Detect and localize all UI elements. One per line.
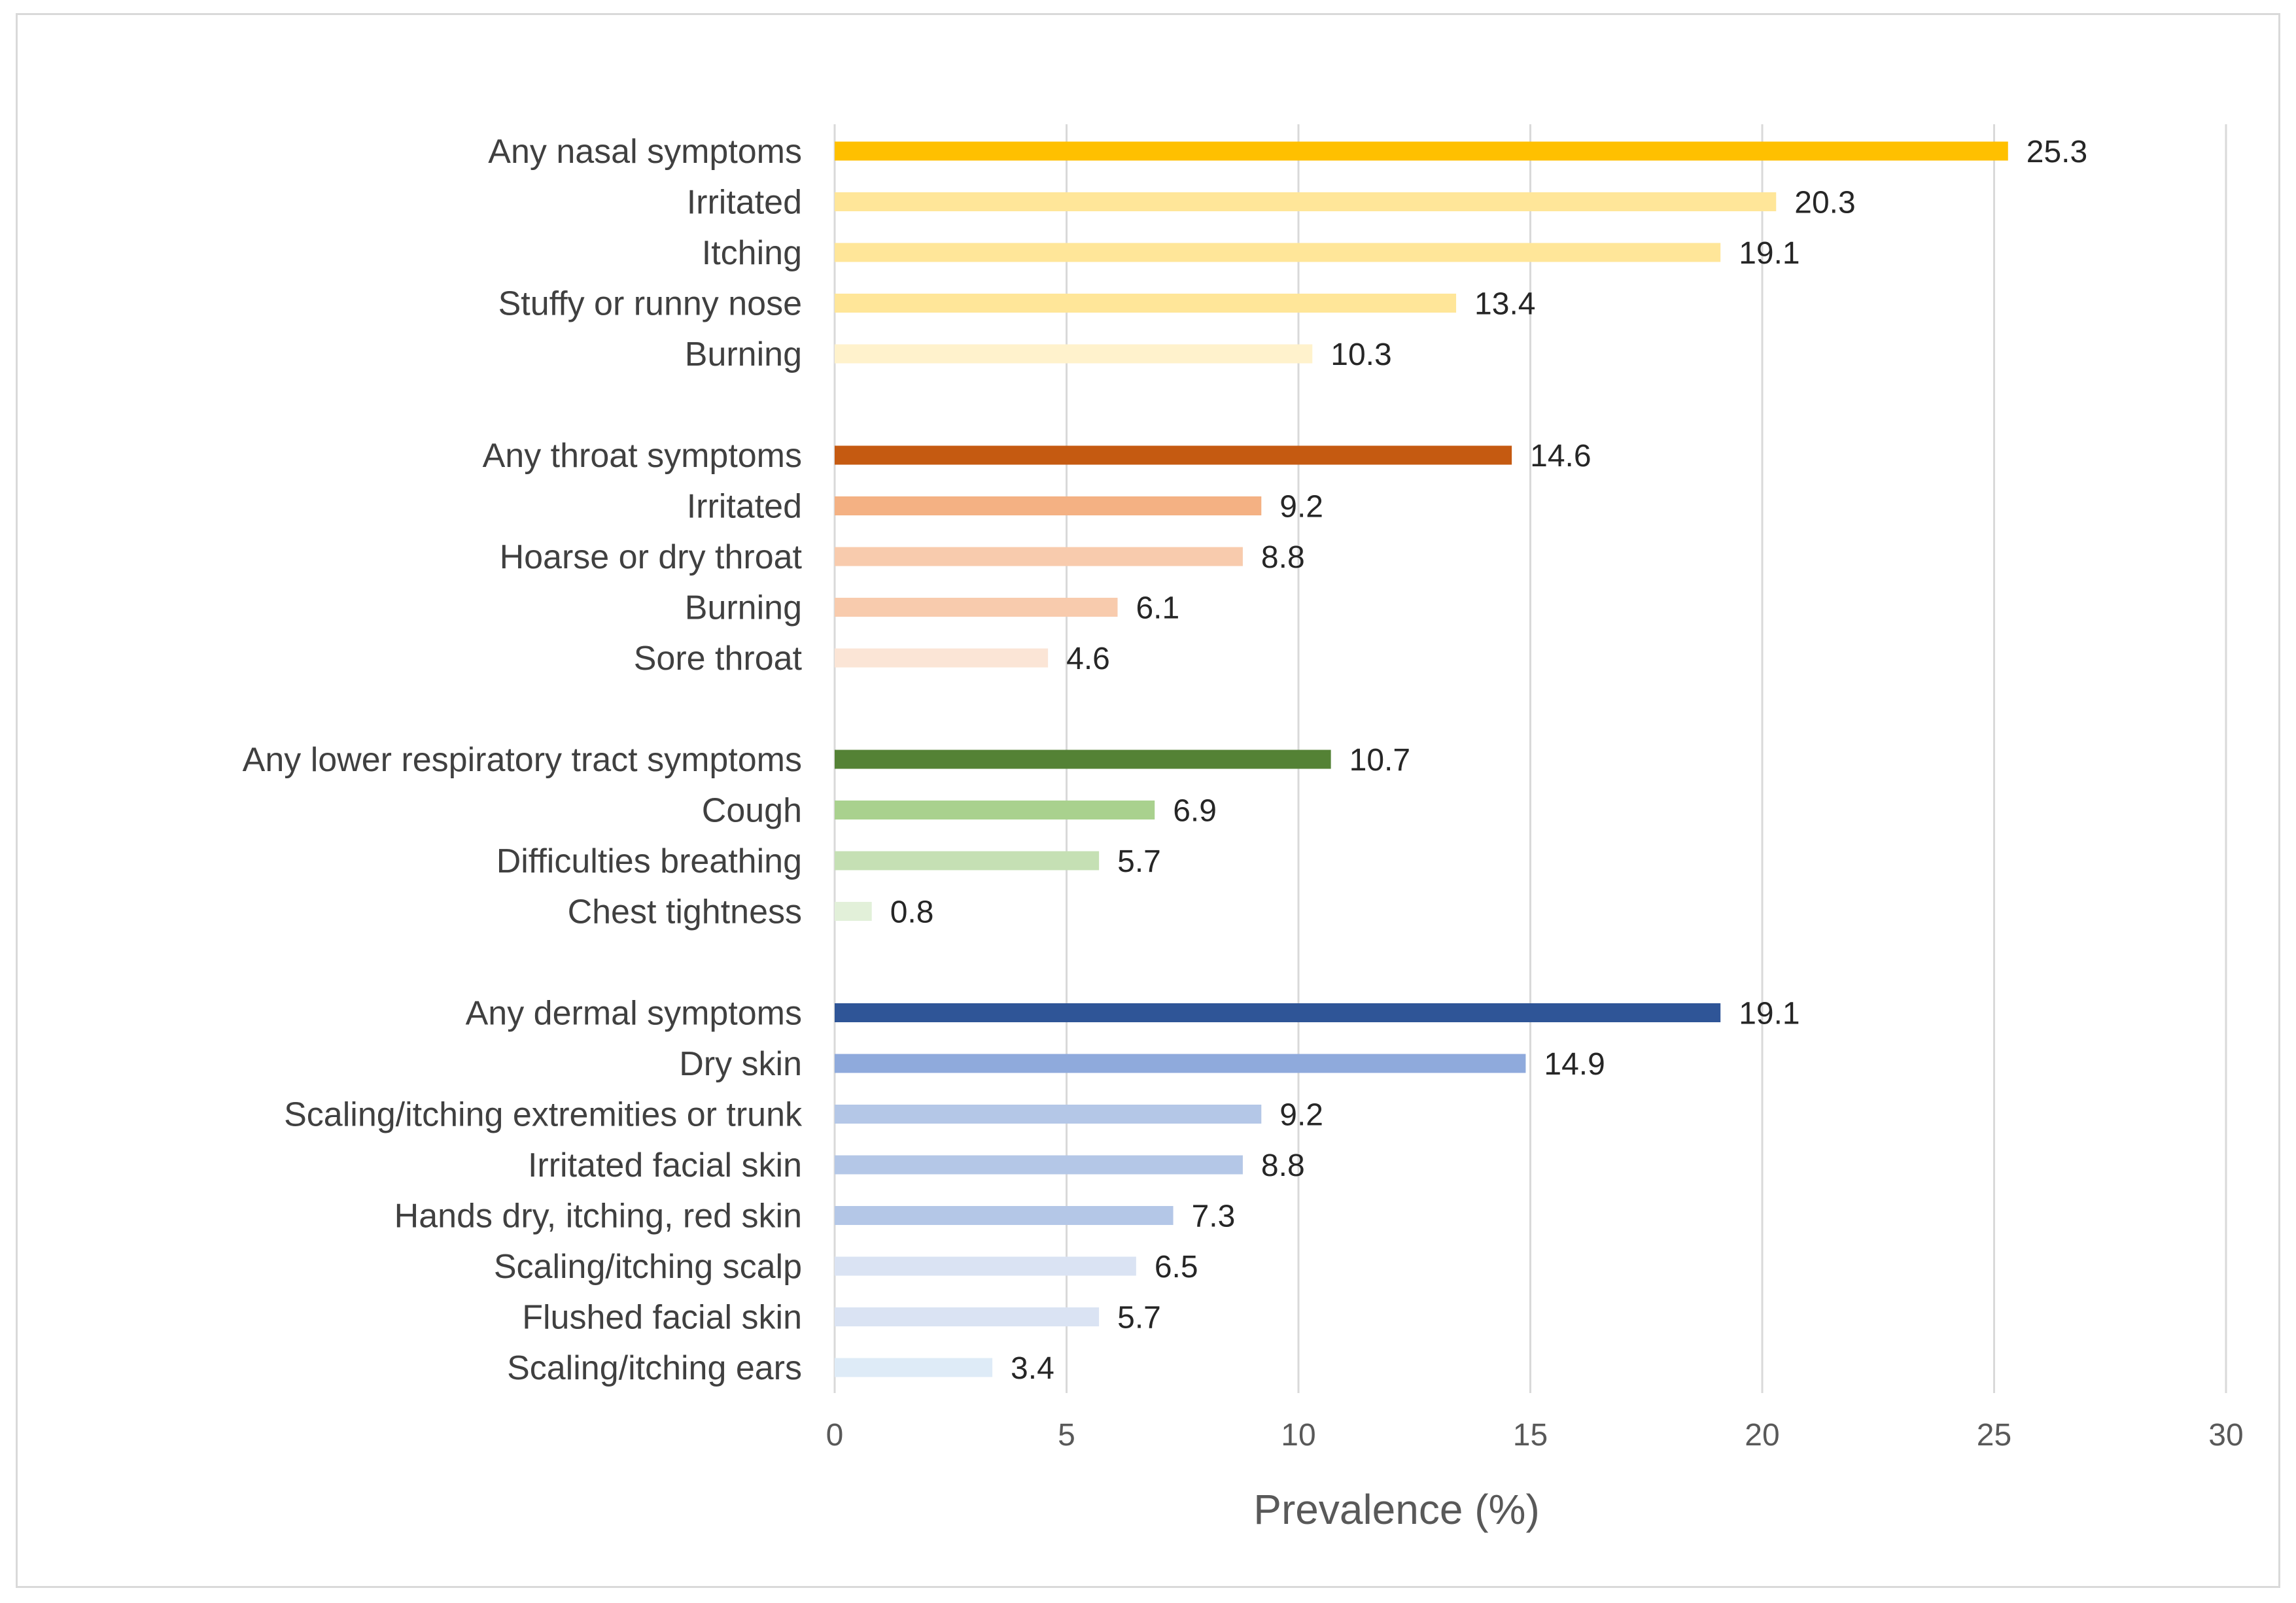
category-label: Any lower respiratory tract symptoms xyxy=(243,741,802,779)
bar-dermal-5 xyxy=(835,1256,1136,1276)
category-label: Itching xyxy=(702,234,802,272)
category-label: Burning xyxy=(685,589,802,627)
bar-dermal-7 xyxy=(835,1358,993,1377)
data-label: 20.3 xyxy=(1794,186,1855,220)
category-label: Any throat symptoms xyxy=(483,437,802,475)
data-label: 13.4 xyxy=(1474,287,1535,322)
category-label: Irritated facial skin xyxy=(528,1146,802,1184)
category-label: Hoarse or dry throat xyxy=(500,538,803,576)
bar-throat-2 xyxy=(835,547,1243,566)
category-label: Any nasal symptoms xyxy=(488,133,802,171)
data-label: 10.7 xyxy=(1349,743,1410,778)
data-label: 4.6 xyxy=(1066,642,1110,676)
bar-lower-respiratory-2 xyxy=(835,851,1100,870)
data-label: 9.2 xyxy=(1279,1098,1323,1133)
bar-dermal-4 xyxy=(835,1206,1174,1225)
data-label: 14.9 xyxy=(1544,1047,1605,1082)
x-tick-label: 10 xyxy=(1281,1418,1315,1453)
x-tick-label: 0 xyxy=(826,1418,844,1453)
bar-nasal-4 xyxy=(835,344,1313,364)
data-label: 8.8 xyxy=(1261,540,1305,575)
data-label: 25.3 xyxy=(2026,135,2087,169)
data-labels: 25.3 20.3 19.1 13.4 10.3 14.6 9.2 8.8 6.1 4.6 10.7… xyxy=(890,135,2087,1386)
x-tick-label: 5 xyxy=(1058,1418,1075,1453)
data-label: 8.8 xyxy=(1261,1148,1305,1183)
x-axis-title: Prevalence (%) xyxy=(1253,1486,1540,1533)
bar-dermal-1 xyxy=(835,1054,1526,1073)
bar-lower-respiratory-1 xyxy=(835,801,1155,819)
bar-throat-1 xyxy=(835,496,1262,515)
data-label: 6.1 xyxy=(1136,591,1179,626)
category-label: Irritated xyxy=(687,184,802,222)
data-label: 19.1 xyxy=(1739,236,1800,271)
data-label: 6.5 xyxy=(1155,1250,1198,1284)
category-labels: Any nasal symptoms Irritated Itching Stuffy… xyxy=(243,133,803,1387)
bar-nasal-2 xyxy=(835,243,1721,262)
bar-nasal-3 xyxy=(835,294,1457,313)
x-tick-label: 15 xyxy=(1513,1418,1548,1453)
category-label: Hands dry, itching, red skin xyxy=(394,1198,802,1235)
data-label: 14.6 xyxy=(1530,439,1591,474)
x-tick-label: 30 xyxy=(2208,1418,2243,1453)
data-label: 9.2 xyxy=(1279,490,1323,525)
data-label: 5.7 xyxy=(1117,844,1161,879)
category-label: Burning xyxy=(685,336,802,373)
data-label: 19.1 xyxy=(1739,997,1800,1031)
data-label: 3.4 xyxy=(1011,1351,1054,1386)
bar-lower-respiratory-3 xyxy=(835,902,872,921)
bar-throat-0 xyxy=(835,445,1512,465)
data-label: 10.3 xyxy=(1331,337,1391,372)
category-label: Flushed facial skin xyxy=(522,1299,802,1337)
bar-nasal-1 xyxy=(835,192,1777,211)
bar-nasal-0 xyxy=(835,141,2008,161)
data-label: 6.9 xyxy=(1173,794,1217,829)
bar-dermal-3 xyxy=(835,1155,1243,1175)
bar-dermal-2 xyxy=(835,1105,1262,1124)
category-label: Difficulties breathing xyxy=(496,842,802,880)
category-label: Any dermal symptoms xyxy=(466,995,802,1033)
category-label: Stuffy or runny nose xyxy=(498,285,802,323)
bars xyxy=(835,141,2008,1377)
gridlines xyxy=(833,124,2227,1393)
data-label: 5.7 xyxy=(1117,1301,1161,1336)
x-tick-label: 25 xyxy=(1977,1418,2011,1453)
bar-throat-4 xyxy=(835,648,1049,668)
bar-dermal-0 xyxy=(835,1003,1721,1022)
bar-throat-3 xyxy=(835,598,1118,617)
data-label: 0.8 xyxy=(890,895,934,930)
category-label: Scaling/itching scalp xyxy=(494,1248,802,1286)
category-label: Chest tightness xyxy=(568,893,802,931)
bar-dermal-6 xyxy=(835,1307,1100,1326)
data-label: 7.3 xyxy=(1192,1199,1236,1234)
category-label: Scaling/itching ears xyxy=(507,1349,802,1387)
x-axis-ticks: 0 5 10 15 20 25 30 xyxy=(826,1418,2244,1453)
category-label: Scaling/itching extremities or trunk xyxy=(284,1096,803,1134)
category-label: Irritated xyxy=(687,488,802,526)
bar-lower-respiratory-0 xyxy=(835,750,1331,769)
category-label: Cough xyxy=(702,792,802,830)
x-tick-label: 20 xyxy=(1745,1418,1779,1453)
category-label: Dry skin xyxy=(679,1045,802,1083)
category-label: Sore throat xyxy=(634,640,803,678)
